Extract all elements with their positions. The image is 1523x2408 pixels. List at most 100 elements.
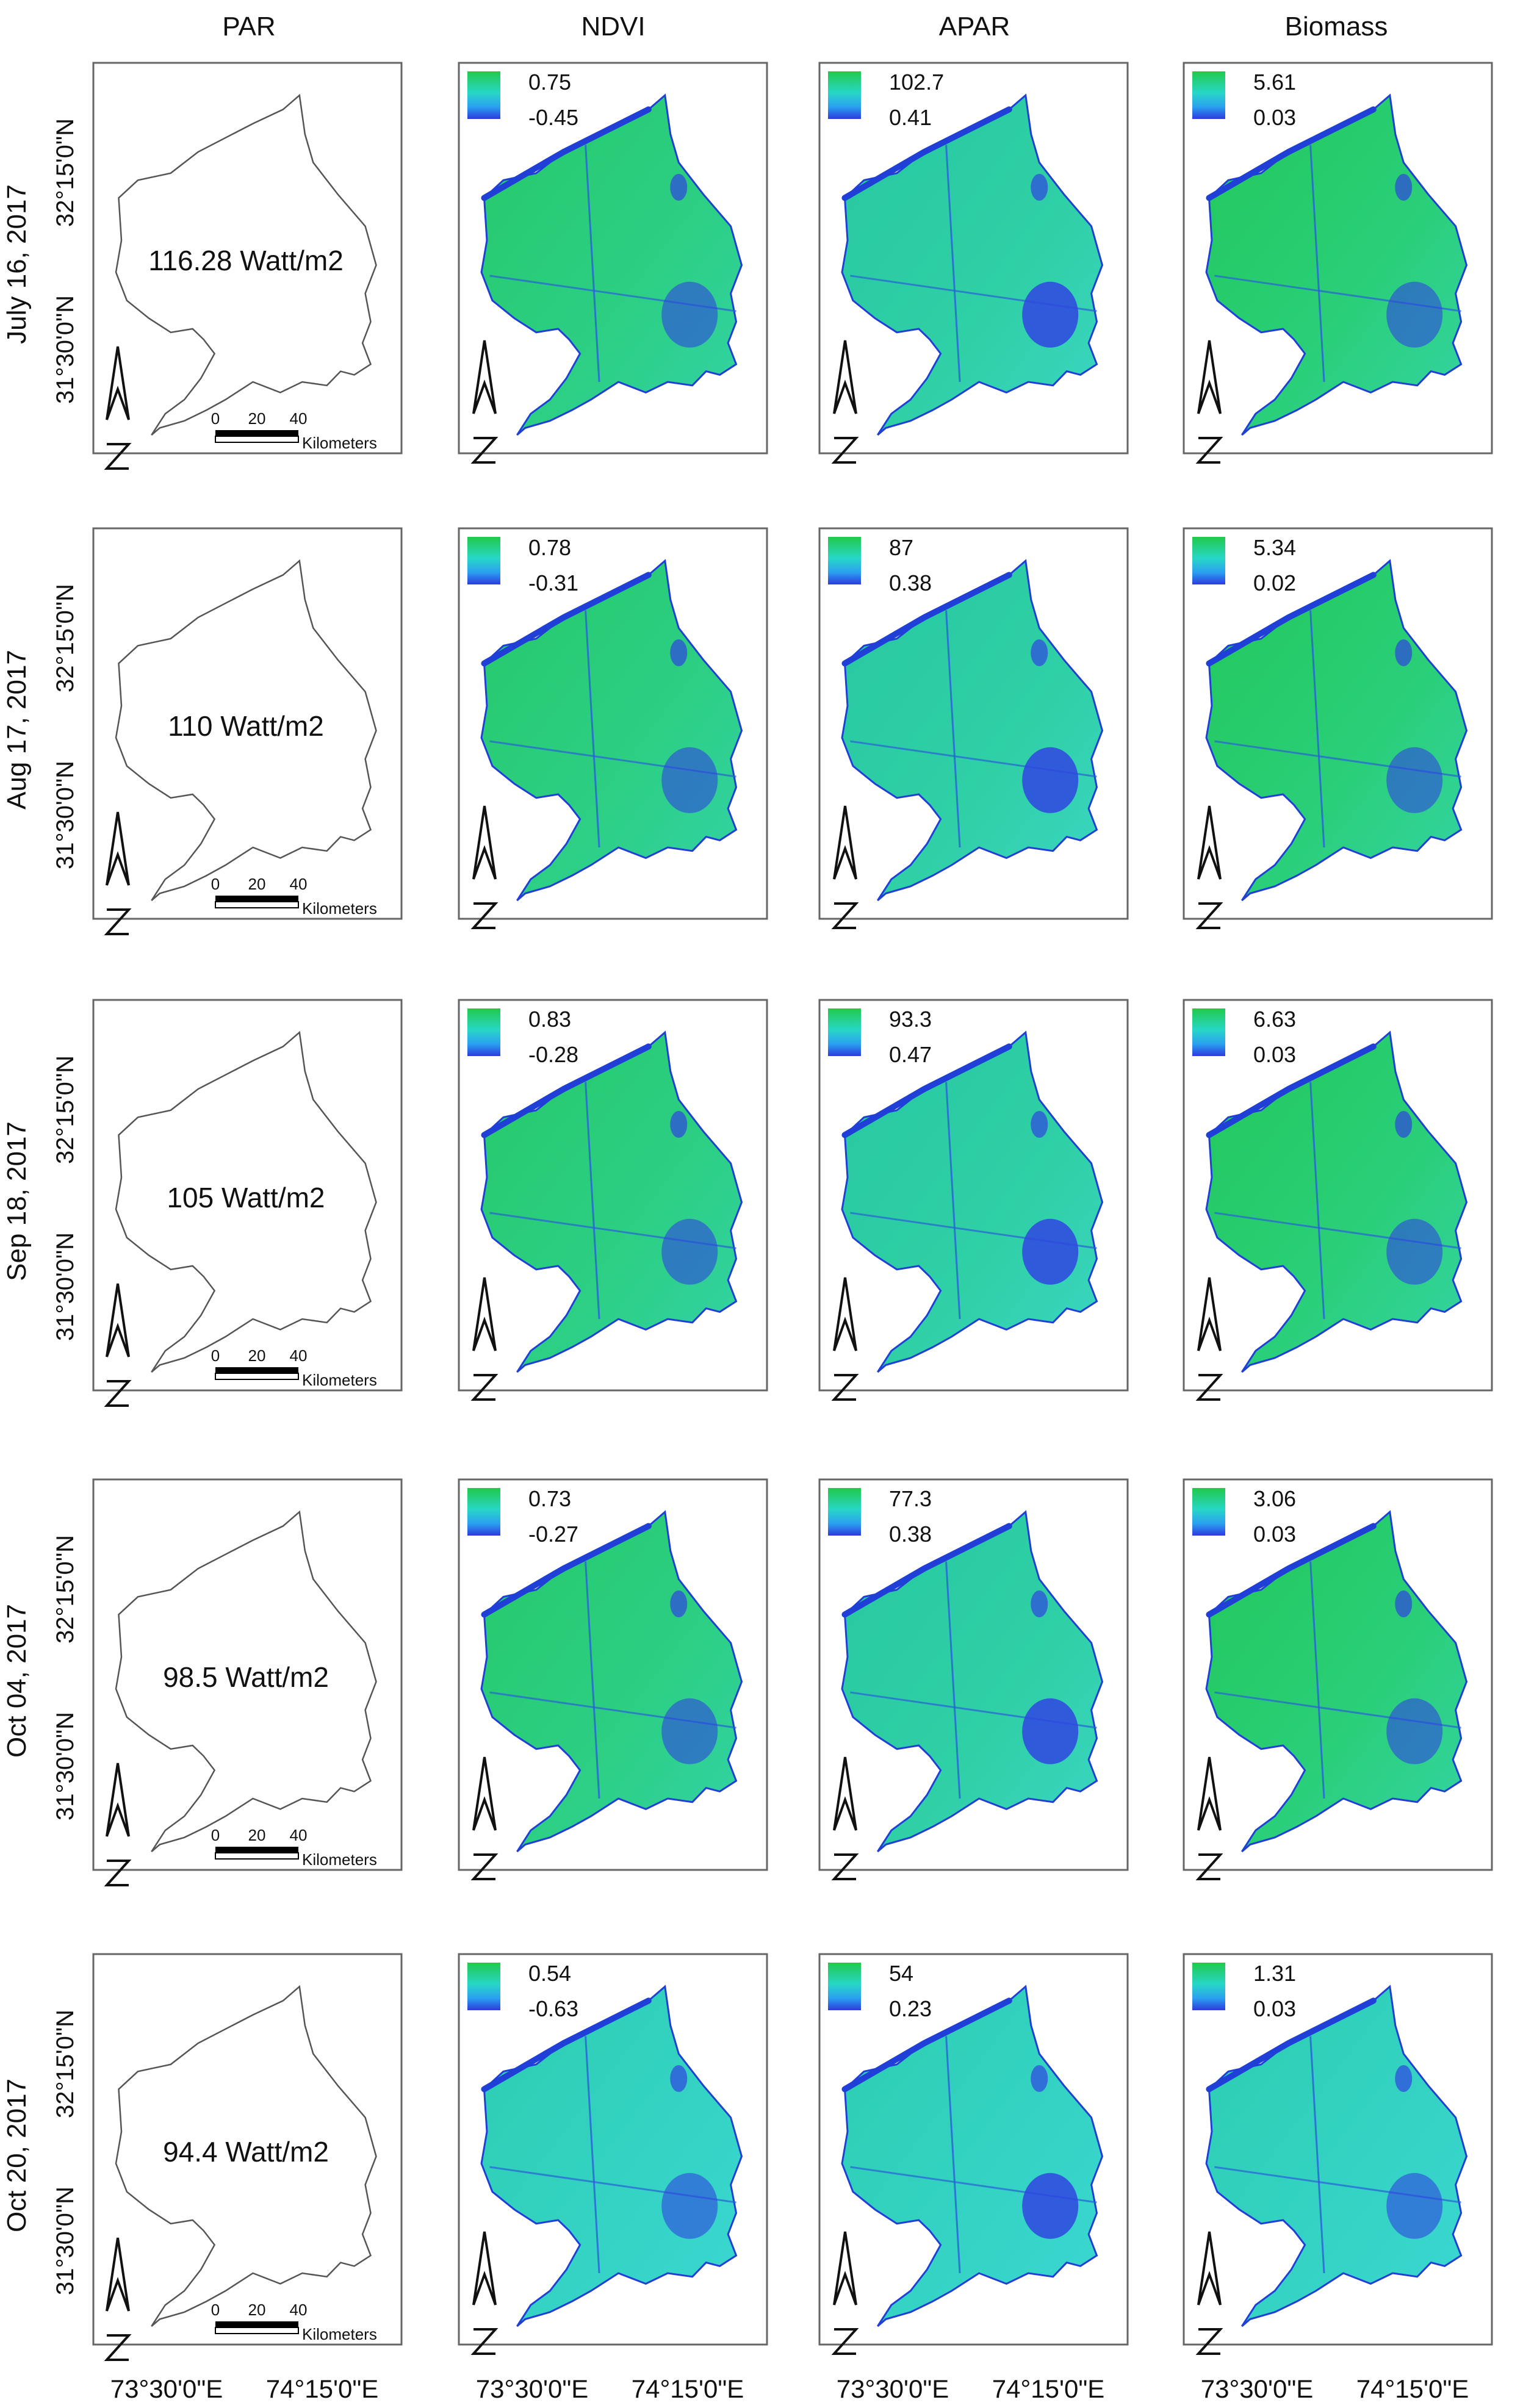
scale-unit-label: Kilometers [302,434,377,452]
legend-max-value: 3.06 [1253,1486,1296,1511]
legend-max-value: 0.75 [528,70,571,95]
latitude-label-south: 31°30'0"N [52,1232,79,1341]
legend-max-value: 1.31 [1253,1961,1296,1986]
panel-ndvi: 0.83 -0.28 [458,999,768,1401]
north-n-glyph [1195,437,1223,464]
latitude-label-north: 32°15'0"N [52,2010,79,2118]
canal-line [1309,610,1325,848]
map-row: Oct 20, 2017 32°15'0"N 31°30'0"N 94.4 Watt/… [2,1953,1493,2361]
par-value: 94.4 Watt/m2 [163,2136,329,2168]
urban-patch [1386,747,1443,813]
town-patch [1031,1111,1048,1138]
map-row: July 16, 2017 32°15'0"N 31°30'0"N 116.28 Wa… [2,62,1493,470]
legend-min-value: 0.41 [889,105,932,130]
river-band [841,1523,1012,1618]
row-date-label: Aug 17, 2017 [2,650,32,810]
urban-patch [661,1698,718,1764]
panel-ndvi: 0.73 -0.27 [458,1478,768,1880]
town-patch [670,639,688,666]
legend-min-value: 0.03 [1253,1042,1296,1067]
legend-min-value: 0.38 [889,570,932,595]
column-title-apar: APAR [939,12,1010,41]
north-arrow-icon [833,805,857,880]
latitude-label-south: 31°30'0"N [52,1712,79,1820]
scale-tick-label: 40 [290,1826,308,1844]
scale-unit-label: Kilometers [302,899,377,918]
latitude-label-south: 31°30'0"N [52,761,79,869]
legend-max-value: 0.83 [528,1007,571,1032]
canal-line [945,2036,961,2274]
scale-tick-label: 0 [211,1826,220,1844]
legend-max-value: 102.7 [889,70,944,95]
town-patch [1395,1590,1413,1617]
longitude-label-west: 73°30'0"E [476,2374,589,2403]
panel-apar: 77.3 0.38 [818,1478,1129,1880]
scale-tick-label: 0 [211,1346,220,1365]
map-row: Sep 18, 2017 32°15'0"N 31°30'0"N 105 Watt/m… [2,999,1493,1407]
panel-biomass: 3.06 0.03 [1183,1478,1493,1880]
river-band [1206,1997,1377,2093]
north-n-glyph [831,1374,859,1401]
river-band [1206,1043,1377,1138]
north-n-glyph [104,908,132,935]
canal-line [585,1082,600,1320]
district-outline [115,1985,377,2327]
scale-bar-filled [215,430,298,436]
town-patch [1031,1590,1048,1617]
legend-colorbar [1192,71,1225,119]
legend-colorbar [828,537,861,584]
canal-line [1309,2036,1325,2274]
panel-apar: 540.23 [818,1953,1129,2355]
latitude-label-north: 32°15'0"N [52,118,79,227]
north-arrow-icon [1197,805,1222,880]
column-title-ndvi: NDVI [581,12,645,41]
legend-colorbar [467,1488,500,1536]
river-band [841,572,1012,667]
legend-max-value: 54 [889,1961,913,1986]
panel-apar: 102.7 0.41 [818,62,1129,464]
legend-min-value: 0.03 [1253,105,1296,130]
row-date-label: July 16, 2017 [2,184,32,344]
north-arrow-icon [472,2231,497,2306]
scale-tick-label: 20 [248,1826,266,1844]
scale-tick-label: 20 [248,1346,266,1365]
scale-bar-empty [215,901,299,908]
urban-patch [1022,1698,1079,1764]
longitude-label-east: 74°15'0"E [266,2374,379,2403]
north-n-glyph [831,437,859,464]
north-n-glyph [470,2328,499,2355]
legend-max-value: 0.78 [528,535,571,560]
par-value: 105 Watt/m2 [167,1182,325,1213]
town-patch [1031,639,1048,666]
latitude-label-north: 32°15'0"N [52,1535,79,1644]
north-n-glyph [104,443,132,470]
north-n-glyph [831,2328,859,2355]
scale-tick-label: 20 [248,409,266,428]
district-outline [115,1030,377,1373]
scale-bar-filled [215,1847,298,1853]
longitude-label-west: 73°30'0"E [110,2374,223,2403]
urban-patch [661,1218,718,1285]
urban-patch [1022,1218,1079,1285]
urban-patch [1386,2173,1443,2239]
panel-par: 105 Watt/m2 0 20 40 Kilometers [92,999,403,1407]
map-row: Aug 17, 2017 32°15'0"N 31°30'0"N 110 Watt/m… [2,527,1493,935]
map-row: Oct 04, 2017 32°15'0"N 31°30'0"N 98.5 Watt/… [2,1478,1493,1886]
legend-min-value: -0.28 [528,1042,578,1067]
par-value: 110 Watt/m2 [168,710,324,742]
row-date-label: Oct 20, 2017 [2,2079,32,2232]
scale-tick-label: 20 [248,2301,266,2319]
north-n-glyph [831,1853,859,1880]
north-n-glyph [470,1853,499,1880]
urban-patch [1386,281,1443,348]
river-band [1206,106,1377,201]
river-band [481,1523,652,1618]
north-n-glyph [470,1374,499,1401]
canal-line [945,1082,961,1320]
legend-min-value: -0.63 [528,1996,578,2021]
panel-ndvi: 0.78 -0.31 [458,527,768,929]
legend-max-value: 77.3 [889,1486,932,1511]
legend-colorbar [828,1488,861,1536]
north-arrow-icon [106,1283,130,1357]
scale-bar-filled [215,1367,298,1373]
